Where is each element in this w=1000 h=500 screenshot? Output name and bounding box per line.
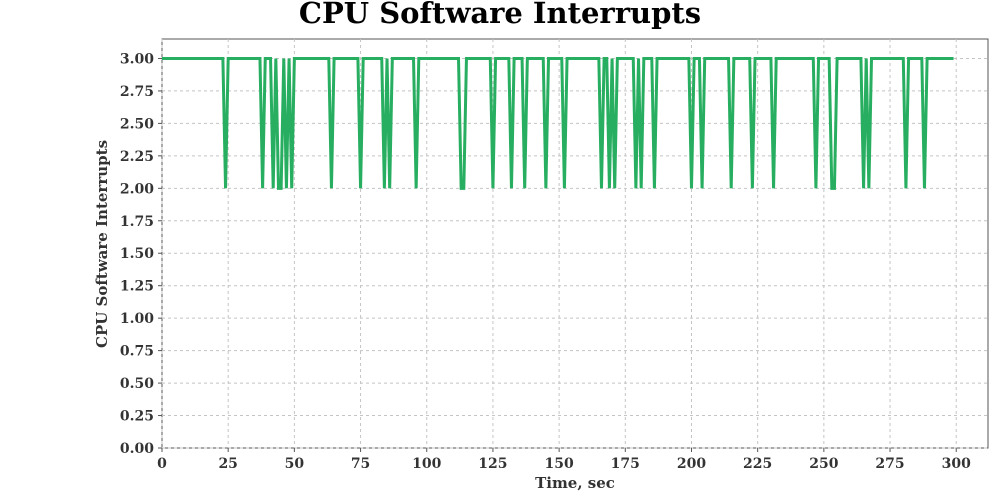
x-tick-label: 150 bbox=[544, 456, 573, 472]
y-tick-label: 0.50 bbox=[120, 376, 154, 392]
y-tick-label: 0.75 bbox=[120, 344, 154, 360]
y-tick-label: 1.00 bbox=[120, 311, 154, 327]
series-line bbox=[162, 56, 954, 190]
y-tick-labels: 0.00 0.25 0.50 0.75 1.00 1.25 1.50 1.75 2.00 2.25… bbox=[120, 51, 154, 457]
axis-ticks bbox=[158, 57, 957, 452]
x-tick-label: 300 bbox=[942, 456, 971, 472]
y-tick-label: 1.25 bbox=[120, 279, 154, 295]
x-tick-label: 75 bbox=[351, 456, 370, 472]
x-tick-label: 275 bbox=[875, 456, 904, 472]
y-tick-label: 3.00 bbox=[120, 51, 154, 67]
y-tick-label: 0.00 bbox=[120, 441, 154, 457]
x-axis-label: Time, sec bbox=[535, 474, 615, 492]
chart-title: CPU Software Interrupts bbox=[299, 0, 701, 30]
x-tick-labels: 0 25 50 75 100 125 150 175 200 225 250 275 300 bbox=[157, 456, 971, 472]
x-tick-label: 200 bbox=[677, 456, 706, 472]
y-tick-label: 1.50 bbox=[120, 246, 154, 262]
x-tick-label: 25 bbox=[218, 456, 237, 472]
x-tick-label: 0 bbox=[157, 456, 167, 472]
x-tick-label: 250 bbox=[809, 456, 838, 472]
y-tick-label: 0.25 bbox=[120, 409, 154, 425]
series-layer bbox=[162, 56, 954, 190]
y-tick-label: 1.75 bbox=[120, 214, 154, 230]
y-tick-label: 2.00 bbox=[120, 181, 154, 197]
x-tick-label: 225 bbox=[743, 456, 772, 472]
y-tick-label: 2.50 bbox=[120, 116, 154, 132]
x-tick-label: 100 bbox=[412, 456, 441, 472]
x-tick-label: 125 bbox=[478, 456, 507, 472]
x-tick-label: 175 bbox=[611, 456, 640, 472]
y-tick-label: 2.25 bbox=[120, 149, 154, 165]
x-tick-label: 50 bbox=[285, 456, 305, 472]
plot-area bbox=[161, 38, 989, 449]
y-tick-label: 2.75 bbox=[120, 84, 154, 100]
y-axis-label: CPU Software Interrupts bbox=[93, 140, 111, 348]
